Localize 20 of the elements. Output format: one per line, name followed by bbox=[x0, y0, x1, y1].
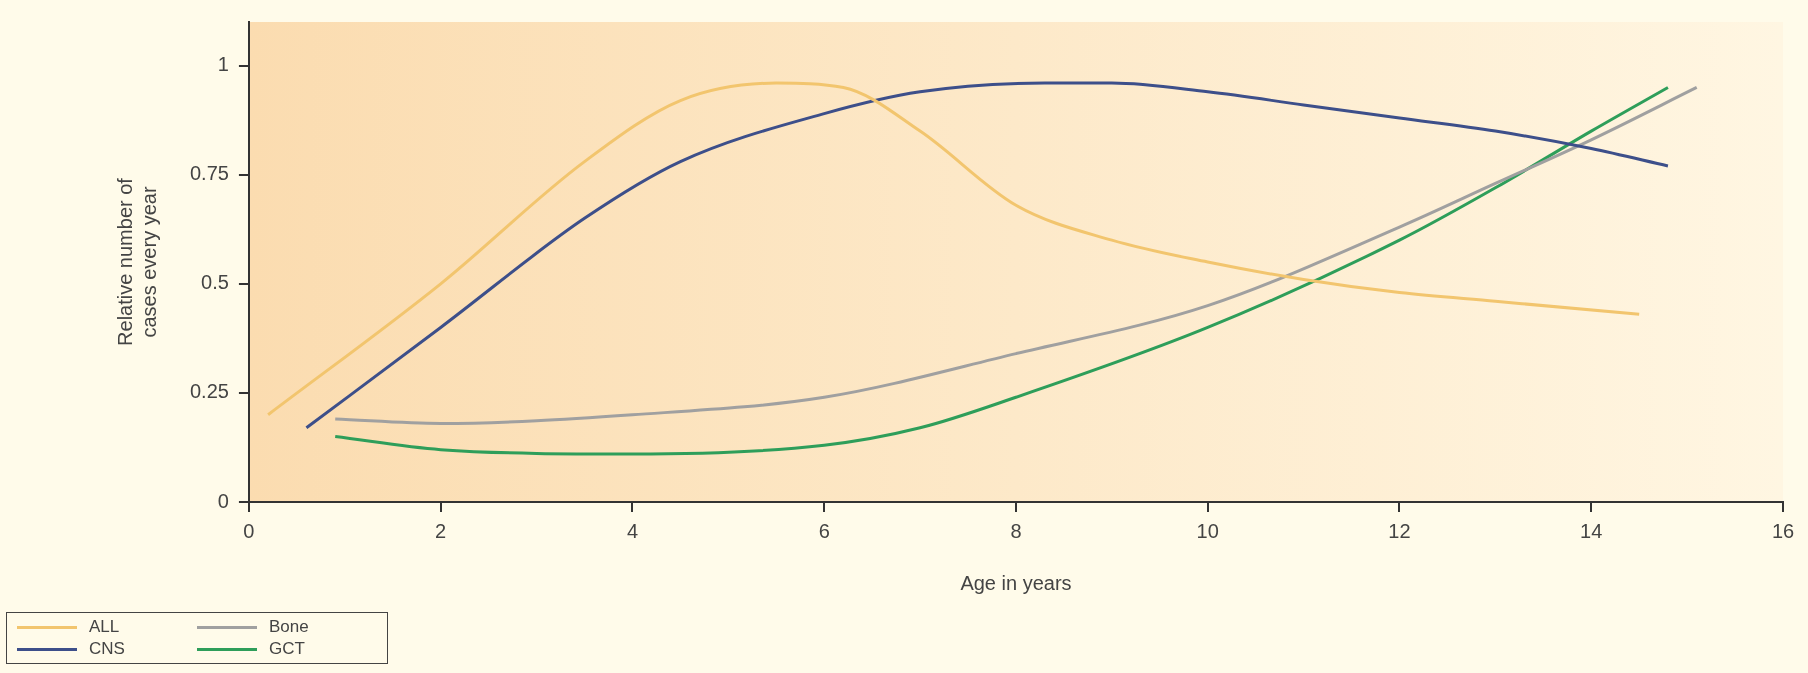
x-tick-label: 8 bbox=[1010, 519, 1022, 542]
legend-label: GCT bbox=[269, 639, 305, 659]
x-tick-label: 14 bbox=[1580, 519, 1603, 542]
y-axis-title: Relative number of cases every year bbox=[113, 177, 160, 346]
x-axis-title: Age in years bbox=[960, 571, 1072, 594]
x-tick-label: 0 bbox=[243, 519, 255, 542]
legend-label: ALL bbox=[89, 617, 120, 637]
y-tick-label: 0.25 bbox=[189, 380, 229, 403]
x-tick-label: 16 bbox=[1771, 519, 1795, 542]
y-tick-label: 0.75 bbox=[189, 162, 229, 185]
y-tick-label: 0.5 bbox=[201, 271, 229, 294]
legend-label: Bone bbox=[269, 617, 309, 637]
y-tick-label: 1 bbox=[217, 53, 229, 76]
legend-label: CNS bbox=[89, 639, 125, 659]
x-tick-label: 12 bbox=[1388, 519, 1411, 542]
y-tick-label: 0 bbox=[217, 489, 229, 512]
x-tick-label: 10 bbox=[1196, 519, 1219, 542]
x-tick-label: 4 bbox=[626, 519, 639, 542]
x-tick-label: 2 bbox=[435, 519, 447, 542]
x-tick-label: 6 bbox=[818, 519, 830, 542]
